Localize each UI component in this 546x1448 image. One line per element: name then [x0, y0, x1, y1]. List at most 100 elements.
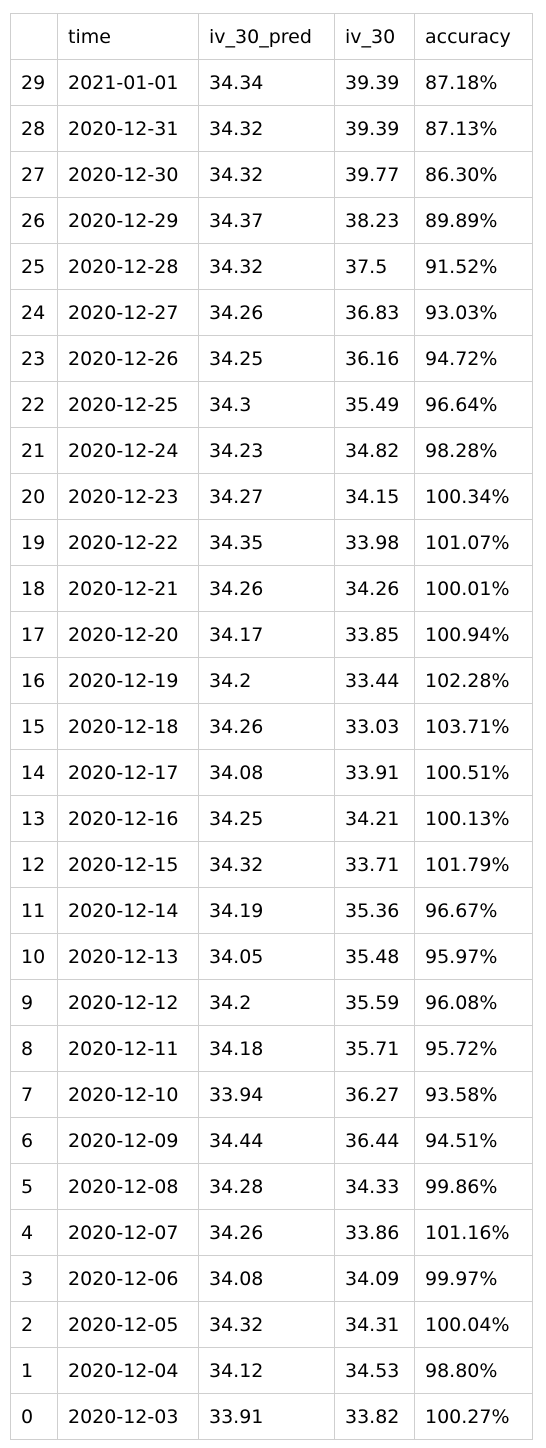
iv-30-pred-cell: 34.32 [198, 151, 335, 198]
iv-30-cell: 34.31 [334, 1301, 415, 1348]
table-row: 8 2020-12-11 34.18 35.71 95.72% [10, 1025, 533, 1072]
row-index: 2 [10, 1301, 58, 1348]
iv-30-cell: 34.26 [334, 565, 415, 612]
row-index: 0 [10, 1393, 58, 1440]
table-row: 7 2020-12-10 33.94 36.27 93.58% [10, 1071, 533, 1118]
accuracy-cell: 87.13% [414, 105, 533, 152]
row-index: 1 [10, 1347, 58, 1394]
time-cell: 2020-12-19 [57, 657, 199, 704]
iv-30-cell: 39.39 [334, 105, 415, 152]
iv-30-cell: 34.53 [334, 1347, 415, 1394]
accuracy-cell: 99.86% [414, 1163, 533, 1210]
accuracy-cell: 95.72% [414, 1025, 533, 1072]
row-index: 6 [10, 1117, 58, 1164]
time-cell: 2020-12-12 [57, 979, 199, 1026]
row-index: 16 [10, 657, 58, 704]
time-cell: 2020-12-11 [57, 1025, 199, 1072]
iv-30-cell: 33.98 [334, 519, 415, 566]
table-row: 22 2020-12-25 34.3 35.49 96.64% [10, 381, 533, 428]
iv-30-cell: 34.09 [334, 1255, 415, 1302]
accuracy-cell: 93.58% [414, 1071, 533, 1118]
row-index: 9 [10, 979, 58, 1026]
time-cell: 2020-12-30 [57, 151, 199, 198]
row-index: 21 [10, 427, 58, 474]
row-index: 13 [10, 795, 58, 842]
iv-30-pred-cell: 34.12 [198, 1347, 335, 1394]
time-cell: 2020-12-07 [57, 1209, 199, 1256]
time-cell: 2020-12-25 [57, 381, 199, 428]
table-row: 17 2020-12-20 34.17 33.85 100.94% [10, 611, 533, 658]
accuracy-cell: 101.07% [414, 519, 533, 566]
row-index: 19 [10, 519, 58, 566]
iv-30-cell: 35.48 [334, 933, 415, 980]
iv-30-pred-cell: 34.2 [198, 657, 335, 704]
table-row: 9 2020-12-12 34.2 35.59 96.08% [10, 979, 533, 1026]
iv-30-cell: 38.23 [334, 197, 415, 244]
row-index: 24 [10, 289, 58, 336]
iv-30-pred-cell: 34.3 [198, 381, 335, 428]
time-cell: 2020-12-21 [57, 565, 199, 612]
iv-30-cell: 39.77 [334, 151, 415, 198]
accuracy-cell: 100.34% [414, 473, 533, 520]
iv-30-cell: 33.82 [334, 1393, 415, 1440]
iv-30-cell: 37.5 [334, 243, 415, 290]
table-row: 13 2020-12-16 34.25 34.21 100.13% [10, 795, 533, 842]
iv-30-cell: 35.49 [334, 381, 415, 428]
row-index: 11 [10, 887, 58, 934]
iv-30-pred-cell: 34.44 [198, 1117, 335, 1164]
time-cell: 2020-12-27 [57, 289, 199, 336]
time-cell: 2020-12-15 [57, 841, 199, 888]
iv-30-cell: 34.15 [334, 473, 415, 520]
column-header-iv-30-pred: iv_30_pred [198, 13, 335, 60]
iv-30-pred-cell: 33.94 [198, 1071, 335, 1118]
accuracy-cell: 101.79% [414, 841, 533, 888]
row-index: 26 [10, 197, 58, 244]
time-cell: 2020-12-04 [57, 1347, 199, 1394]
row-index: 29 [10, 59, 58, 106]
row-index: 22 [10, 381, 58, 428]
table-row: 5 2020-12-08 34.28 34.33 99.86% [10, 1163, 533, 1210]
row-index: 25 [10, 243, 58, 290]
data-table: time iv_30_pred iv_30 accuracy 29 2021-01… [10, 13, 533, 1440]
table-row: 18 2020-12-21 34.26 34.26 100.01% [10, 565, 533, 612]
iv-30-cell: 35.36 [334, 887, 415, 934]
iv-30-pred-cell: 34.18 [198, 1025, 335, 1072]
row-index: 3 [10, 1255, 58, 1302]
table-row: 10 2020-12-13 34.05 35.48 95.97% [10, 933, 533, 980]
iv-30-cell: 34.21 [334, 795, 415, 842]
time-cell: 2020-12-20 [57, 611, 199, 658]
time-cell: 2020-12-06 [57, 1255, 199, 1302]
iv-30-pred-cell: 34.26 [198, 703, 335, 750]
time-cell: 2021-01-01 [57, 59, 199, 106]
accuracy-cell: 100.51% [414, 749, 533, 796]
time-cell: 2020-12-03 [57, 1393, 199, 1440]
table-body: 29 2021-01-01 34.34 39.39 87.18% 28 2020-12-31… [10, 59, 533, 1440]
table-row: 15 2020-12-18 34.26 33.03 103.71% [10, 703, 533, 750]
column-header-iv-30: iv_30 [334, 13, 415, 60]
column-header-time: time [57, 13, 199, 60]
iv-30-pred-cell: 33.91 [198, 1393, 335, 1440]
accuracy-cell: 96.64% [414, 381, 533, 428]
iv-30-cell: 33.91 [334, 749, 415, 796]
iv-30-pred-cell: 34.26 [198, 565, 335, 612]
row-index: 18 [10, 565, 58, 612]
iv-30-pred-cell: 34.17 [198, 611, 335, 658]
accuracy-cell: 103.71% [414, 703, 533, 750]
row-index: 4 [10, 1209, 58, 1256]
iv-30-pred-cell: 34.32 [198, 105, 335, 152]
iv-30-pred-cell: 34.08 [198, 1255, 335, 1302]
table-row: 4 2020-12-07 34.26 33.86 101.16% [10, 1209, 533, 1256]
table-row: 0 2020-12-03 33.91 33.82 100.27% [10, 1393, 533, 1440]
accuracy-cell: 99.97% [414, 1255, 533, 1302]
accuracy-cell: 94.51% [414, 1117, 533, 1164]
time-cell: 2020-12-14 [57, 887, 199, 934]
iv-30-pred-cell: 34.35 [198, 519, 335, 566]
row-index: 14 [10, 749, 58, 796]
row-index: 15 [10, 703, 58, 750]
row-index: 17 [10, 611, 58, 658]
iv-30-cell: 36.44 [334, 1117, 415, 1164]
accuracy-cell: 96.67% [414, 887, 533, 934]
accuracy-cell: 95.97% [414, 933, 533, 980]
iv-30-pred-cell: 34.32 [198, 841, 335, 888]
table-container: time iv_30_pred iv_30 accuracy 29 2021-01… [10, 13, 533, 1440]
